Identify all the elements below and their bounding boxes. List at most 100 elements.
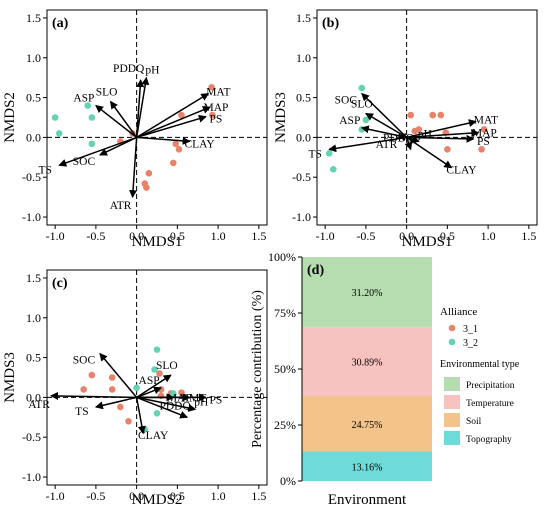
y-tick-label: 75% [274,306,296,320]
point-alliance-3-1 [175,146,183,153]
x-tick-label: -0.5 [86,229,105,243]
legend-label-alliance: 3_1 [463,324,478,335]
panel-label: (b) [322,16,339,31]
vector-label-asp: ASP [73,93,94,105]
vector-map [136,106,211,139]
point-alliance-3-1 [169,159,177,167]
vector-label-pddq: PDDQ [113,63,145,75]
bar-segment-topography [302,451,432,481]
bar-segment-soil [302,396,432,452]
y-axis-label: NMDS3 [2,352,18,403]
point-alliance-3-1 [88,371,96,379]
panel-label: (c) [52,276,68,291]
y-tick-label: 1.0 [26,311,41,325]
x-tick-label: 0.5 [440,229,455,243]
point-alliance-3-1 [117,403,124,411]
x-tick-label: -1.0 [46,489,65,503]
legend-label-env: Topography [466,435,512,445]
point-alliance-3-1 [478,146,485,153]
vector-clay [406,136,453,169]
x-tick-label: 0.0 [129,229,144,243]
point-alliance-3-1 [108,386,116,393]
point-alliance-3-2 [358,126,366,133]
legend-label-env: Precipitation [466,381,515,391]
y-axis-label: NMDS2 [2,92,18,143]
vector-soc [99,136,137,156]
x-tick-label: -0.5 [356,229,375,243]
legend-env-title: Environmental type [440,359,520,370]
vector-label-slo: SLO [156,360,178,372]
vector-atr [50,391,137,400]
y-tick-label: 1.0 [296,51,311,65]
vector-label-ph: pH [418,128,432,140]
x-tick-label: 0.5 [170,489,185,503]
y-tick-label: -1.0 [292,210,311,224]
y-tick-label: -0.5 [292,170,311,184]
point-alliance-3-2 [88,140,96,148]
point-alliance-3-1 [125,417,132,425]
vector-mat [406,119,477,139]
y-axis-label: Percentage contribution (%) [250,290,265,448]
x-tick-label: 1.5 [521,229,536,243]
y-tick-label: 1.0 [26,51,41,65]
point-alliance-3-1 [108,374,116,381]
vector-clay [136,136,191,145]
vector-clay [135,397,146,435]
x-tick-label: 1.0 [481,229,496,243]
y-tick-label: -1.0 [22,210,41,224]
ordination-panel-3: -1.0 -0.5 0.0 0.5 1.0 1.5 -1.0 -0.5 0.0 0.5 1.0 1.5… [2,269,268,508]
legend-swatch-env [444,413,460,427]
vector-asp [136,386,163,399]
point-alliance-3-1 [444,146,451,153]
y-tick-label: 0.0 [26,390,41,404]
point-alliance-3-1 [172,140,180,148]
vector-label-ts: TS [309,148,322,160]
bar-segment-precipitation [302,257,432,327]
x-axis-label: NMDS2 [132,492,183,508]
y-tick-label: 1.5 [296,11,311,25]
point-alliance-3-2 [55,130,63,137]
vector-label-atr: ATR [28,399,50,411]
y-tick-label: 0.0 [296,130,311,144]
point-alliance-3-1 [156,370,163,377]
vector-label-soc: SOC [73,156,96,168]
point-alliance-3-1 [437,111,445,119]
point-alliance-3-1 [208,83,215,91]
x-tick-label: -1.0 [46,229,65,243]
vector-label-slo: SLO [96,87,118,99]
vector-label-map: MAP [472,128,497,140]
x-tick-label: 1.5 [251,489,266,503]
point-alliance-3-2 [88,114,96,121]
y-tick-label: 0.5 [296,91,311,105]
x-axis-label: NMDS1 [132,234,183,250]
point-alliance-3-2 [362,116,370,124]
legend-swatch-env [444,431,460,445]
vector-pddq [135,79,145,138]
y-axis-label: NMDS3 [273,92,289,143]
y-tick-label: 0.5 [26,91,41,105]
vector-label-ps: PS [477,136,490,148]
x-axis-label: NMDS1 [402,234,453,250]
vector-soc [361,92,408,138]
bar-segment-temperature [302,326,432,397]
y-tick-label: 25% [274,418,296,432]
x-tick-label: 1.5 [251,229,266,243]
vector-asp [95,104,138,138]
vector-ph [136,396,197,412]
vector-label-pddq: PDDQ [159,400,191,412]
point-alliance-3-1 [429,111,437,119]
point-alliance-3-1 [407,111,415,119]
point-alliance-3-1 [80,386,87,393]
point-alliance-3-1 [145,169,153,177]
legend-alliance-title: Alliance [440,306,477,318]
plot-frame [46,9,268,226]
legend-label-alliance: 3_2 [463,338,478,349]
ordination-panel-2: -1.0 -0.5 0.0 0.5 1.0 1.5 -1.0 -0.5 0.0 0.5 1.0 1.5… [273,9,538,250]
point-alliance-3-2 [325,150,333,157]
vector-label-clay: CLAY [138,430,169,442]
vector-label-ph: pH [145,65,159,77]
vector-label-clay: CLAY [446,165,477,177]
y-tick-label: -1.0 [22,470,41,484]
vector-atr [129,137,138,199]
legend-label-env: Soil [466,417,482,427]
